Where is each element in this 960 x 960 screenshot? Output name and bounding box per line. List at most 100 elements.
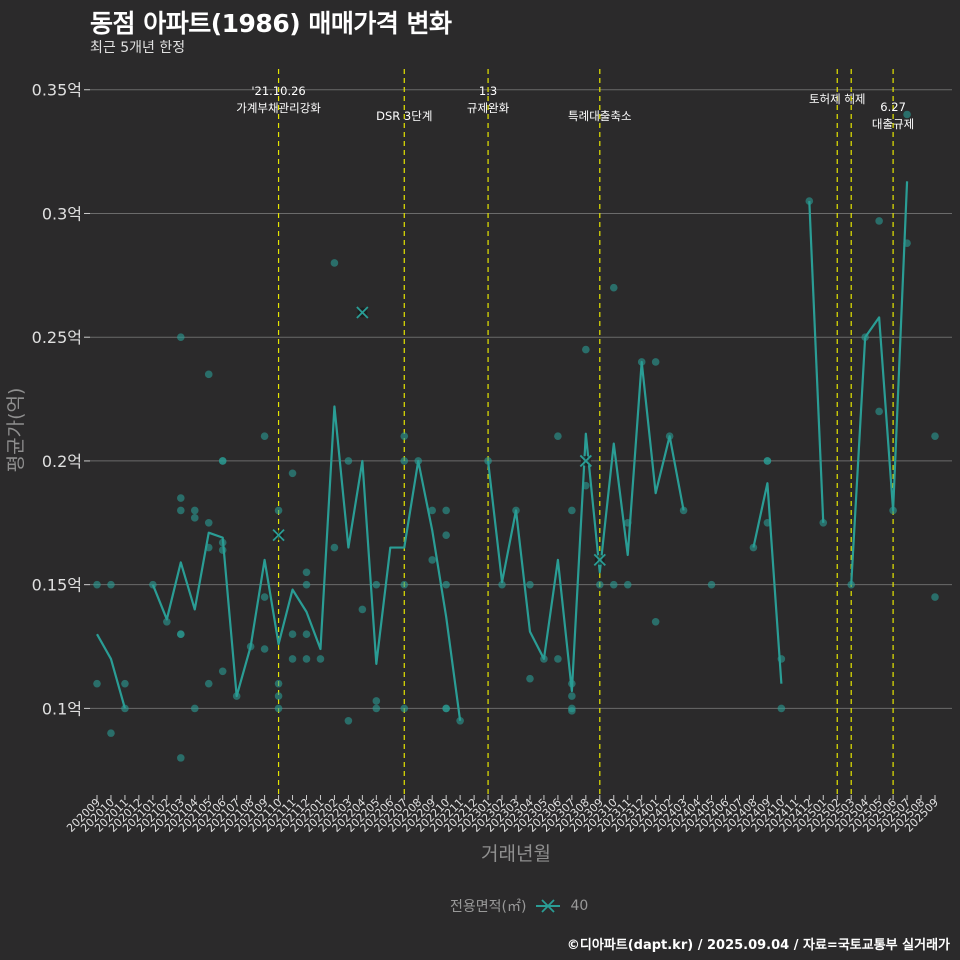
data-point bbox=[763, 518, 772, 527]
data-point bbox=[512, 506, 520, 515]
data-point bbox=[302, 568, 311, 577]
data-point bbox=[121, 704, 129, 713]
data-point bbox=[316, 655, 325, 663]
data-point bbox=[260, 645, 269, 653]
data-point bbox=[274, 506, 283, 515]
legend-series-key bbox=[536, 899, 561, 913]
data-point bbox=[777, 704, 786, 713]
data-point bbox=[344, 716, 353, 725]
cross-markers bbox=[272, 306, 606, 567]
y-tick-labels: 0.1억 0.15억 0.2억 0.25억 0.3억 0.35억 bbox=[32, 81, 82, 719]
y-tick-label: 0.25억 bbox=[32, 328, 82, 347]
y-tick-label: 0.1억 bbox=[42, 699, 82, 718]
data-point bbox=[400, 580, 409, 589]
data-point bbox=[540, 655, 548, 663]
event-label: 규제완화 bbox=[467, 101, 510, 115]
data-points bbox=[93, 110, 939, 762]
data-point bbox=[623, 580, 632, 589]
data-point bbox=[218, 546, 227, 554]
data-point bbox=[442, 531, 450, 539]
data-point bbox=[582, 345, 590, 354]
y-axis-title: 평균가(억) bbox=[5, 388, 27, 473]
data-point bbox=[903, 239, 911, 247]
data-point bbox=[582, 481, 590, 490]
data-point bbox=[246, 642, 255, 651]
data-point bbox=[442, 704, 450, 713]
legend-title: 전용면적(㎡) bbox=[450, 899, 527, 915]
series-line-40 bbox=[486, 360, 685, 693]
data-point bbox=[651, 358, 660, 366]
chart-subtitle: 최근 5개년 한정 bbox=[90, 40, 186, 56]
data-point bbox=[665, 432, 674, 440]
data-point bbox=[568, 707, 576, 715]
data-point bbox=[609, 283, 618, 292]
data-point bbox=[218, 457, 227, 465]
data-point bbox=[414, 457, 423, 465]
data-point bbox=[498, 580, 506, 589]
data-point bbox=[679, 506, 688, 515]
data-point bbox=[190, 514, 199, 522]
cross-marker bbox=[272, 529, 285, 542]
data-point bbox=[749, 543, 758, 552]
data-point bbox=[931, 432, 939, 440]
data-point bbox=[623, 518, 632, 527]
data-point bbox=[526, 580, 534, 589]
data-point bbox=[204, 543, 213, 552]
data-point bbox=[456, 716, 464, 725]
y-tick-label: 0.2억 bbox=[42, 452, 82, 471]
data-point bbox=[177, 754, 185, 762]
data-point bbox=[288, 630, 297, 638]
event-label: 6.27 bbox=[880, 100, 906, 114]
event-label: 대출규제 bbox=[872, 117, 914, 131]
data-point bbox=[903, 110, 911, 119]
data-point bbox=[260, 593, 269, 601]
y-tick-label: 0.15억 bbox=[32, 576, 82, 595]
data-point bbox=[274, 692, 283, 700]
data-point bbox=[707, 580, 716, 589]
data-point bbox=[218, 667, 227, 676]
data-point bbox=[177, 333, 185, 342]
data-point bbox=[232, 692, 241, 700]
data-point bbox=[651, 617, 660, 626]
series-line-40 bbox=[96, 633, 126, 709]
data-point bbox=[554, 655, 562, 663]
data-point bbox=[484, 457, 492, 465]
data-point bbox=[847, 580, 855, 589]
data-point bbox=[819, 518, 828, 527]
data-point bbox=[875, 217, 883, 225]
legend-series-label: 40 bbox=[570, 898, 589, 914]
data-point bbox=[372, 580, 381, 589]
data-point bbox=[302, 655, 311, 663]
data-point bbox=[609, 580, 618, 589]
data-point bbox=[163, 617, 171, 626]
data-point bbox=[554, 432, 562, 440]
series-line-40 bbox=[151, 405, 462, 721]
data-point bbox=[442, 580, 450, 589]
data-point bbox=[637, 358, 646, 366]
series-lines bbox=[96, 181, 909, 721]
data-point bbox=[330, 543, 339, 552]
data-point bbox=[177, 506, 185, 515]
data-point bbox=[274, 679, 283, 688]
event-label: 1.3 bbox=[479, 84, 497, 98]
cross-marker bbox=[356, 306, 369, 319]
data-point bbox=[568, 506, 576, 515]
data-point bbox=[442, 506, 450, 515]
x-tick-labels: 2020092020102020112020122021012021022021… bbox=[64, 795, 941, 835]
data-point bbox=[330, 259, 339, 267]
data-point bbox=[288, 469, 297, 478]
y-tick-label: 0.35억 bbox=[32, 81, 82, 100]
event-label: 특례대출축소 bbox=[568, 109, 631, 123]
event-label: 가계부채관리강화 bbox=[236, 101, 321, 115]
x-axis-title: 거래년월 bbox=[481, 843, 551, 865]
data-point bbox=[889, 506, 897, 515]
data-point bbox=[875, 407, 883, 416]
legend: 전용면적(㎡) 40 bbox=[450, 896, 588, 916]
data-point bbox=[428, 556, 437, 564]
series-line-40 bbox=[808, 201, 825, 523]
data-point bbox=[358, 605, 367, 614]
data-point bbox=[372, 704, 381, 713]
event-label: '21.10.26 bbox=[251, 84, 305, 98]
data-point bbox=[400, 704, 409, 713]
data-point bbox=[596, 580, 604, 589]
